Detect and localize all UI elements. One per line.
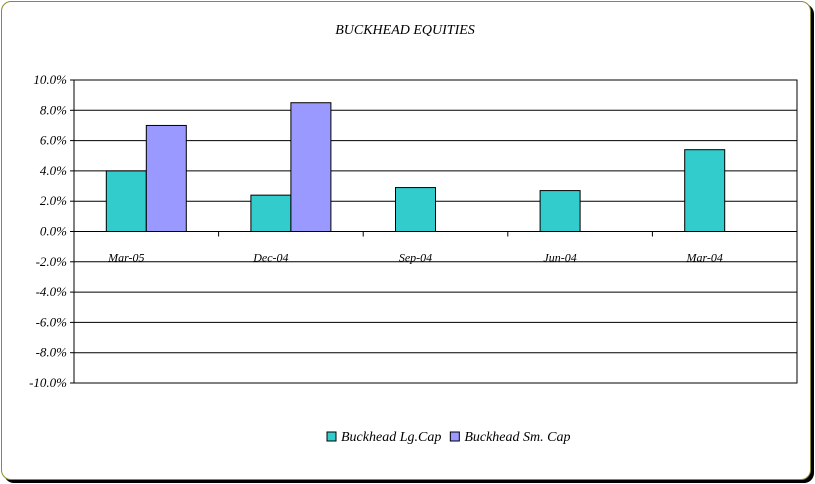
- chart-title: BUCKHEAD EQUITIES: [335, 23, 475, 38]
- y-tick-label: 10.0%: [33, 72, 67, 87]
- x-tick-label: Mar-05: [107, 251, 144, 265]
- bars: [105, 102, 726, 233]
- y-tick-label: 0.0%: [40, 224, 67, 239]
- bar-lg-cap: [539, 190, 581, 232]
- bar-lg-cap: [684, 149, 726, 232]
- y-tick-label: -4.0%: [36, 284, 68, 299]
- legend-swatch: [326, 431, 337, 442]
- y-tick-label: 4.0%: [40, 163, 67, 178]
- bar-sm-cap: [145, 124, 187, 232]
- y-axis: 10.0% 8.0% 6.0% 4.0% 2.0% 0.0% -2.0% -4.0% -6.0%…: [29, 72, 74, 390]
- bar-lg-cap: [250, 194, 292, 232]
- y-tick-label: -10.0%: [29, 375, 67, 390]
- legend-swatch: [449, 431, 460, 442]
- y-tick-label: -8.0%: [36, 345, 68, 360]
- y-tick-label: 2.0%: [40, 193, 67, 208]
- x-tick-label: Sep-04: [399, 251, 432, 265]
- x-tick-label: Jun-04: [543, 251, 576, 265]
- x-axis: Mar-05 Dec-04 Sep-04 Jun-04 Mar-04: [107, 231, 723, 265]
- y-tick-label: 8.0%: [40, 102, 67, 117]
- x-tick-label: Mar-04: [685, 251, 722, 265]
- bar-sm-cap: [290, 102, 332, 232]
- legend-label: Buckhead Sm. Cap: [464, 430, 570, 445]
- legend-label: Buckhead Lg.Cap: [341, 430, 441, 445]
- bar-lg-cap: [395, 187, 436, 233]
- y-tick-label: -6.0%: [36, 314, 68, 329]
- legend: Buckhead Lg.Cap Buckhead Sm. Cap: [326, 430, 570, 445]
- y-tick-label: -2.0%: [36, 254, 68, 269]
- bar-lg-cap: [105, 170, 147, 232]
- y-tick-label: 6.0%: [40, 133, 67, 148]
- x-tick-label: Dec-04: [252, 251, 288, 265]
